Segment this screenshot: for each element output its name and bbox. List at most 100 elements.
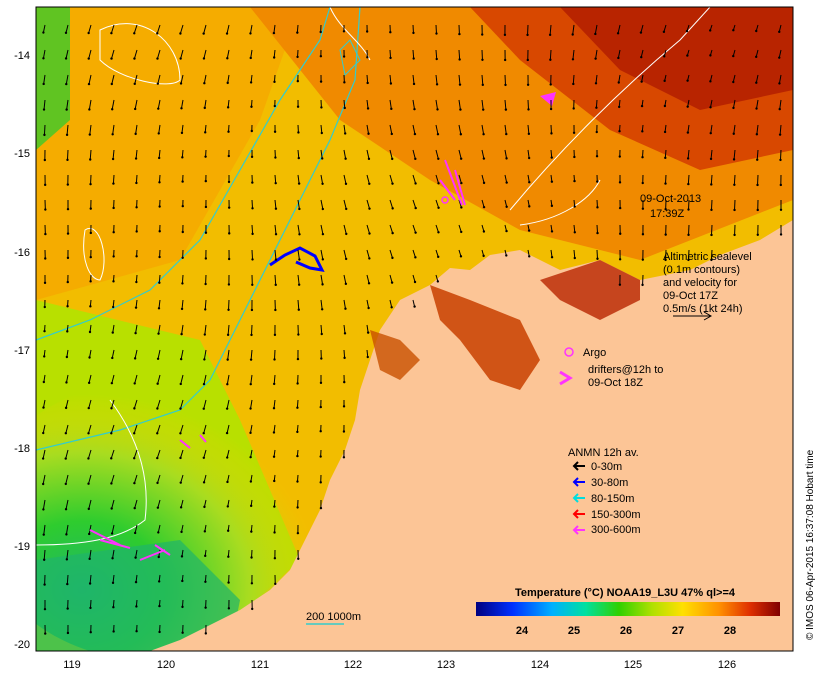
- velocity-arrow-head: [368, 207, 371, 210]
- velocity-arrow: [43, 549, 46, 560]
- sea-surface-temperature-field: [36, 7, 793, 651]
- velocity-arrow-head: [226, 57, 229, 60]
- velocity-arrow-head: [227, 130, 230, 133]
- velocity-arrow-head: [319, 455, 322, 458]
- velocity-arrow-head: [112, 206, 115, 210]
- velocity-arrow-head: [158, 255, 161, 259]
- velocity-arrow-head: [273, 557, 277, 560]
- velocity-arrow: [320, 274, 324, 285]
- velocity-arrow: [180, 74, 184, 84]
- velocity-arrow-head: [481, 58, 484, 62]
- velocity-arrow: [343, 174, 347, 184]
- velocity-arrows: [41, 24, 783, 635]
- velocity-arrow: [389, 249, 393, 259]
- velocity-arrow-head: [88, 557, 91, 561]
- velocity-arrow: [435, 174, 440, 184]
- velocity-arrow-head: [481, 33, 484, 36]
- velocity-arrow-head: [458, 83, 462, 86]
- velocity-arrow-head: [156, 456, 159, 460]
- velocity-arrow-head: [437, 206, 440, 209]
- velocity-arrow: [458, 99, 461, 110]
- velocity-arrow: [366, 74, 369, 83]
- velocity-arrow-head: [66, 330, 69, 333]
- velocity-arrow-head: [43, 281, 47, 285]
- velocity-arrow-head: [204, 282, 207, 286]
- velocity-arrow: [733, 174, 736, 185]
- velocity-arrow: [596, 224, 599, 234]
- velocity-arrow-head: [179, 407, 182, 410]
- velocity-arrow-head: [179, 432, 182, 435]
- velocity-arrow: [88, 74, 92, 85]
- velocity-arrow-head: [181, 605, 184, 609]
- velocity-arrow-head: [528, 181, 531, 184]
- velocity-arrow-head: [571, 33, 574, 36]
- velocity-arrow-head: [437, 255, 440, 259]
- velocity-arrow-head: [204, 606, 207, 609]
- velocity-arrow: [156, 399, 161, 409]
- velocity-arrow-head: [297, 557, 300, 561]
- velocity-arrow: [435, 224, 439, 233]
- velocity-arrow-head: [296, 55, 299, 59]
- velocity-arrow: [779, 149, 782, 160]
- velocity-arrow-head: [227, 180, 231, 184]
- velocity-arrow-head: [298, 233, 301, 236]
- velocity-arrow-head: [202, 32, 205, 35]
- velocity-arrow-head: [112, 280, 115, 283]
- velocity-arrow-head: [273, 479, 276, 483]
- velocity-arrow-head: [179, 382, 182, 386]
- velocity-arrow: [112, 599, 115, 608]
- velocity-arrow: [43, 74, 46, 85]
- velocity-arrow-head: [460, 206, 463, 209]
- velocity-arrow-head: [133, 506, 136, 510]
- velocity-arrow-head: [686, 157, 690, 160]
- velocity-arrow: [250, 49, 253, 59]
- velocity-arrow: [180, 399, 184, 409]
- svg-text:09-Oct 18Z: 09-Oct 18Z: [588, 377, 643, 389]
- velocity-arrow: [320, 174, 324, 184]
- velocity-arrow-head: [135, 181, 138, 185]
- velocity-arrow-head: [274, 232, 278, 236]
- velocity-arrow-head: [42, 108, 46, 111]
- velocity-arrow: [732, 99, 736, 109]
- velocity-arrow-head: [663, 130, 667, 134]
- velocity-arrow-head: [414, 256, 417, 259]
- velocity-arrow: [203, 449, 207, 458]
- velocity-arrow-head: [249, 358, 253, 361]
- velocity-arrow-head: [756, 183, 759, 187]
- velocity-arrow: [227, 74, 230, 83]
- velocity-arrow: [111, 74, 115, 85]
- velocity-arrow-head: [297, 131, 300, 134]
- velocity-arrow-head: [663, 55, 666, 58]
- velocity-arrow: [504, 174, 508, 183]
- velocity-arrow: [710, 149, 713, 159]
- velocity-arrow: [412, 174, 417, 184]
- velocity-arrow-head: [204, 308, 207, 311]
- velocity-arrow-head: [249, 81, 253, 84]
- velocity-arrow-head: [687, 208, 690, 211]
- velocity-arrow: [549, 49, 552, 60]
- velocity-arrow-head: [412, 57, 415, 60]
- velocity-arrow-head: [227, 555, 230, 558]
- velocity-arrow: [389, 99, 392, 109]
- velocity-arrow-head: [204, 205, 208, 209]
- velocity-arrow-head: [367, 132, 370, 135]
- velocity-arrow-head: [134, 306, 138, 309]
- velocity-arrow-head: [272, 382, 276, 386]
- velocity-arrow-head: [298, 258, 301, 261]
- velocity-arrow-head: [179, 456, 182, 460]
- velocity-arrow-head: [481, 83, 484, 87]
- velocity-arrow: [134, 349, 138, 359]
- velocity-arrow-head: [344, 157, 347, 160]
- velocity-arrow: [88, 49, 92, 59]
- colorbar-ramp: [476, 602, 780, 616]
- velocity-arrow: [343, 349, 346, 358]
- velocity-arrow-head: [663, 104, 667, 108]
- velocity-arrow: [226, 24, 230, 34]
- velocity-arrow-head: [367, 282, 371, 285]
- velocity-arrow-head: [203, 333, 207, 336]
- velocity-arrow: [320, 299, 323, 310]
- velocity-arrow-head: [319, 54, 323, 58]
- velocity-arrow-head: [413, 107, 416, 111]
- velocity-arrow: [389, 124, 393, 135]
- velocity-arrow-head: [87, 31, 90, 35]
